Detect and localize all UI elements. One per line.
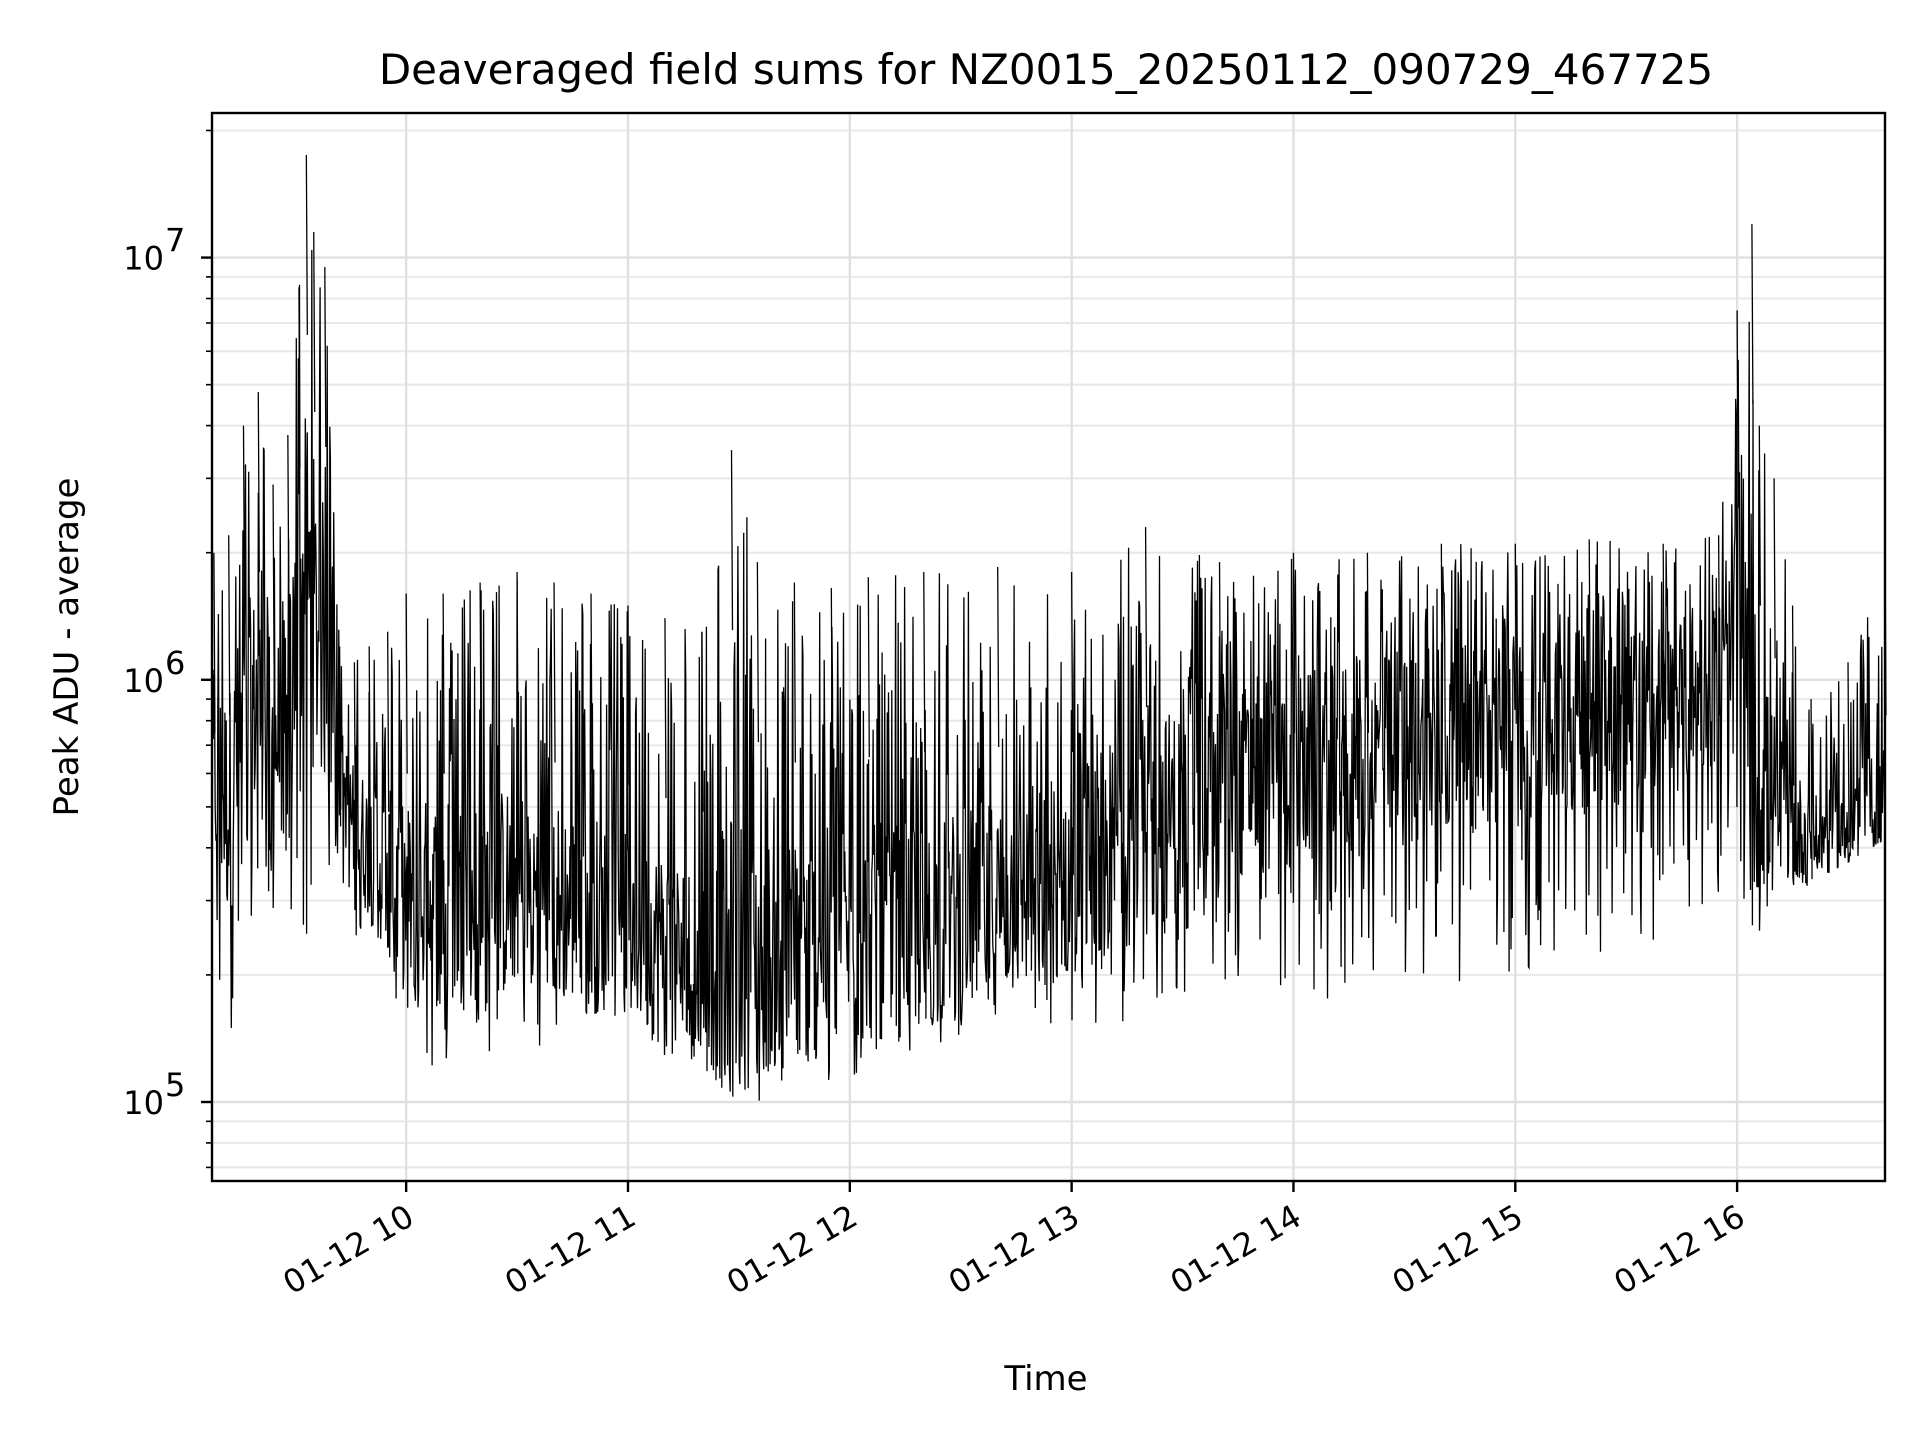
series-peak — [830, 587, 833, 768]
series-peak — [1366, 552, 1370, 733]
series-peak — [793, 582, 797, 763]
series-peak — [1440, 543, 1443, 724]
y-tick-label-exponent: 7 — [165, 222, 185, 260]
series-peak — [368, 646, 371, 827]
series-peak — [257, 392, 260, 573]
series-peak — [305, 154, 308, 335]
series-peak — [1751, 224, 1754, 405]
series-peak — [1588, 539, 1591, 720]
series-peak — [242, 425, 246, 606]
series-peak — [298, 287, 301, 468]
y-tick-label-exponent: 5 — [165, 1066, 185, 1104]
series-peak — [1773, 478, 1776, 659]
series-peak — [387, 631, 390, 812]
series-peak — [1292, 552, 1296, 733]
series-peak — [272, 484, 275, 665]
y-tick-label: 10 — [123, 240, 164, 278]
series-peak — [213, 552, 216, 733]
series-peak — [479, 582, 482, 763]
y-axis-label: Peak ADU - average — [47, 478, 87, 817]
x-axis-label: Time — [1003, 1359, 1087, 1399]
series-peak — [923, 572, 926, 753]
series-peak — [353, 662, 357, 843]
series-peak — [1736, 310, 1739, 491]
series-peak — [627, 605, 630, 786]
series-peak — [756, 562, 760, 743]
series-peak — [313, 231, 316, 412]
y-tick-label: 10 — [123, 662, 164, 700]
series-peak — [1144, 527, 1148, 708]
series-peak — [730, 450, 734, 631]
series-peak — [553, 582, 556, 763]
series-peak — [867, 577, 870, 758]
series-peak — [1662, 543, 1665, 724]
series-peak — [287, 434, 290, 616]
y-tick-label: 10 — [123, 1084, 164, 1122]
series-peak — [1218, 562, 1222, 743]
series-peak — [997, 566, 1000, 747]
series-line — [211, 249, 1886, 1101]
series-peak — [338, 646, 342, 827]
series-peak — [405, 593, 408, 774]
series-peak — [1791, 605, 1795, 786]
y-tick-label-exponent: 6 — [165, 644, 185, 682]
series-peak — [516, 572, 519, 753]
series-peak — [1514, 543, 1517, 724]
series-peak — [590, 593, 593, 774]
series-peak — [1847, 662, 1850, 843]
series-peak — [1810, 699, 1813, 880]
series-peak — [442, 593, 445, 774]
series-layer — [211, 154, 1887, 1101]
series-peak — [664, 618, 667, 799]
series-peak — [324, 266, 327, 447]
series-peak — [1758, 425, 1761, 606]
plot-frame — [210, 111, 1887, 1183]
series-peak — [1717, 535, 1721, 716]
chart-title: Deaveraged field sums for NZ0015_2025011… — [379, 45, 1713, 94]
series-peak — [1070, 572, 1074, 753]
series-peak — [701, 631, 704, 812]
series-peak — [228, 535, 231, 716]
